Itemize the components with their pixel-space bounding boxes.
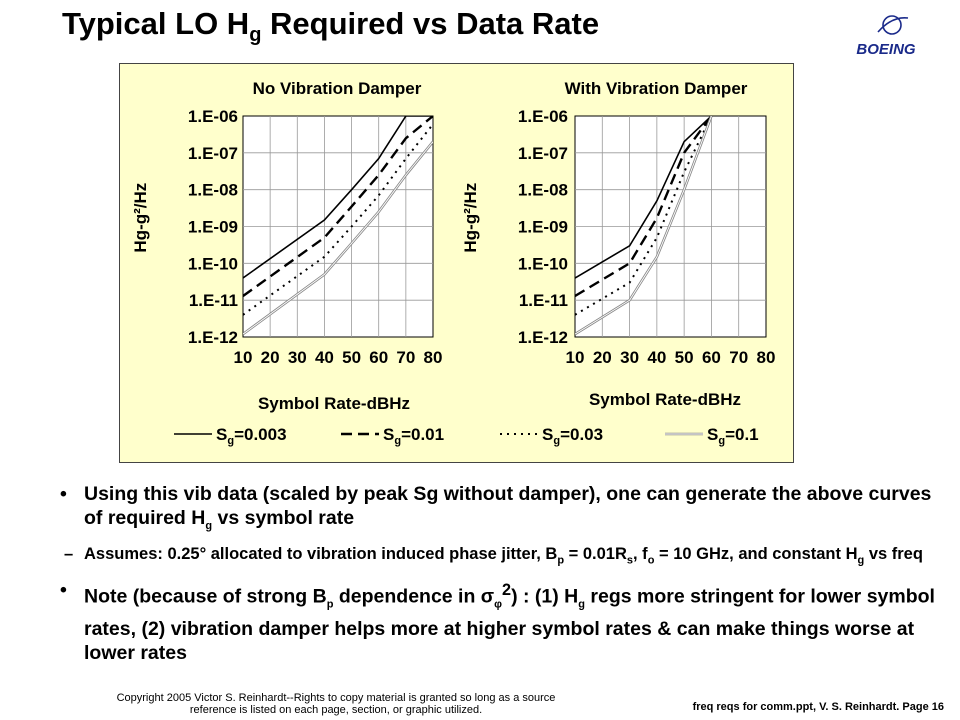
x-tick-label: 50 bbox=[675, 348, 694, 367]
copyright-notice: Copyright 2005 Victor S. Reinhardt--Righ… bbox=[116, 692, 556, 716]
y-tick-label: 1.E-07 bbox=[518, 144, 568, 163]
x-tick-label: 40 bbox=[315, 348, 334, 367]
x-tick-label: 70 bbox=[729, 348, 748, 367]
sub-bullet-sub: p bbox=[557, 554, 565, 567]
x-tick-label: 20 bbox=[593, 348, 612, 367]
y-tick-label: 1.E-06 bbox=[188, 107, 238, 126]
chart-no-damper: 10 20 30 40 50 60 70 80 1.E-06 1.E-07 1.E-08 1.E-09… bbox=[131, 79, 442, 413]
legend-label: Sg=0.1 bbox=[707, 425, 759, 447]
sub-bullet-text: Assumes: 0.25° allocated to vibration in… bbox=[84, 544, 558, 563]
sub-bullet-text: , f bbox=[633, 544, 648, 563]
chart-title: With Vibration Damper bbox=[565, 79, 748, 98]
y-axis-label: Hg-g²/Hz bbox=[131, 183, 150, 253]
bullet-text: Note (because of strong B bbox=[84, 585, 327, 608]
y-axis-label: Hg-g²/Hz bbox=[461, 183, 480, 253]
bullet-sub: g bbox=[205, 519, 213, 532]
bullet-text: regs more stringent for lower symbol rat… bbox=[84, 585, 935, 664]
bullet-note: • Note (because of strong Bp dependence i… bbox=[56, 578, 936, 664]
x-axis-label: Symbol Rate-dBHz bbox=[258, 394, 410, 413]
y-tick-label: 1.E-09 bbox=[518, 218, 568, 237]
series-line-sg-0-03 bbox=[575, 116, 713, 316]
x-tick-label: 30 bbox=[620, 348, 639, 367]
bullet-list: • Using this vib data (scaled by peak Sg … bbox=[56, 482, 936, 671]
sub-bullet-sub: s bbox=[626, 554, 634, 567]
x-axis-label: Symbol Rate-dBHz bbox=[589, 390, 741, 409]
chart-with-damper: 10 20 30 40 50 60 70 80 1.E-06 1.E-07 1.E-08 1.E-09… bbox=[461, 79, 775, 409]
x-tick-label: 10 bbox=[566, 348, 585, 367]
title-subscript: g bbox=[249, 24, 262, 47]
series-line-sg-0-1-inner bbox=[575, 116, 712, 335]
y-tick-label: 1.E-10 bbox=[188, 254, 238, 273]
bullet-sub: g bbox=[578, 598, 585, 611]
y-tick-label: 1.E-12 bbox=[188, 328, 238, 347]
sub-bullet-dash: – bbox=[64, 544, 74, 563]
series-line-sg-0-03 bbox=[243, 123, 433, 316]
chart-panel: 10 20 30 40 50 60 70 80 1.E-06 1.E-07 1.E-08 1.E-09… bbox=[119, 63, 794, 463]
y-tick-label: 1.E-10 bbox=[518, 254, 568, 273]
x-tick-label: 70 bbox=[396, 348, 415, 367]
sub-bullet-sub: o bbox=[647, 554, 655, 567]
series-line-sg-0-01 bbox=[243, 116, 433, 297]
legend-label: Sg=0.01 bbox=[383, 425, 444, 447]
sub-bullet-assumptions: – Assumes: 0.25° allocated to vibration i… bbox=[56, 544, 936, 570]
boeing-logo: BOEING bbox=[856, 15, 916, 58]
bullet-sub: φ bbox=[494, 598, 503, 611]
x-tick-label: 50 bbox=[342, 348, 361, 367]
y-tick-label: 1.E-08 bbox=[518, 181, 568, 200]
charts-svg: 10 20 30 40 50 60 70 80 1.E-06 1.E-07 1.E-08 1.E-09… bbox=[131, 79, 775, 447]
footer-page-info: freq reqs for comm.ppt, V. S. Reinhardt.… bbox=[692, 701, 944, 713]
series-line-sg-0-01 bbox=[575, 116, 713, 298]
legend-label: Sg=0.03 bbox=[542, 425, 603, 447]
y-tick-label: 1.E-12 bbox=[518, 328, 568, 347]
x-tick-label: 60 bbox=[369, 348, 388, 367]
x-tick-label: 80 bbox=[424, 348, 443, 367]
bullet-text: ) : (1) H bbox=[511, 585, 579, 608]
sub-bullet-text: = 10 GHz, and constant H bbox=[654, 544, 858, 563]
x-tick-label: 60 bbox=[702, 348, 721, 367]
series-line-sg-0-003 bbox=[243, 116, 433, 279]
bullet-sub: p bbox=[326, 598, 334, 611]
y-tick-label: 1.E-07 bbox=[188, 144, 238, 163]
legend-label: Sg=0.003 bbox=[216, 425, 287, 447]
y-tick-label: 1.E-08 bbox=[188, 181, 238, 200]
bullet-text: dependence in σ bbox=[333, 585, 495, 608]
bullet-text: Using this vib data (scaled by peak Sg w… bbox=[84, 483, 932, 529]
slide-title: Typical LO Hg Required vs Data Rate bbox=[62, 6, 599, 47]
y-tick-label: 1.E-06 bbox=[518, 107, 568, 126]
y-tick-label: 1.E-09 bbox=[188, 218, 238, 237]
sub-bullet-text: = 0.01R bbox=[564, 544, 627, 563]
x-tick-label: 10 bbox=[234, 348, 253, 367]
logo-text: BOEING bbox=[856, 41, 916, 58]
y-tick-label: 1.E-11 bbox=[519, 291, 568, 310]
x-tick-label: 80 bbox=[757, 348, 776, 367]
x-tick-label: 40 bbox=[647, 348, 666, 367]
y-tick-label: 1.E-11 bbox=[189, 291, 238, 310]
chart-title: No Vibration Damper bbox=[253, 79, 422, 98]
bullet-dot: • bbox=[60, 483, 67, 505]
title-main: Typical LO H bbox=[62, 6, 250, 41]
series-line-sg-0-003 bbox=[575, 116, 712, 279]
bullet-dot: • bbox=[60, 579, 67, 602]
series-line-sg-0-1-inner bbox=[243, 141, 433, 335]
bullet-text: vs symbol rate bbox=[212, 507, 355, 529]
bullet-vib-data: • Using this vib data (scaled by peak Sg … bbox=[56, 482, 936, 538]
sub-bullet-text: vs freq bbox=[864, 544, 923, 563]
legend: Sg=0.003 Sg=0.01 Sg=0.03 Sg=0.1 bbox=[174, 425, 759, 447]
sub-bullet-sub: g bbox=[857, 554, 865, 567]
x-tick-label: 20 bbox=[261, 348, 280, 367]
bullet-sup: 2 bbox=[502, 581, 512, 600]
x-tick-label: 30 bbox=[288, 348, 307, 367]
title-rest: Required vs Data Rate bbox=[261, 6, 600, 41]
